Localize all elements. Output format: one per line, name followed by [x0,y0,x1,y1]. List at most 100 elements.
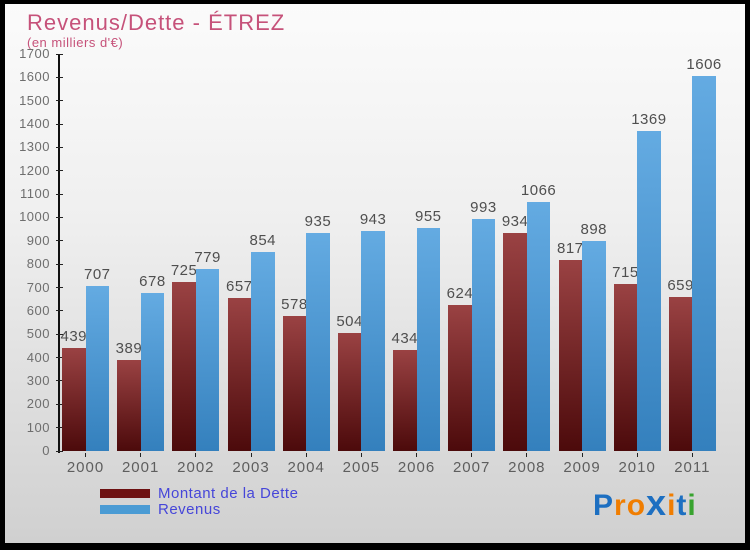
revenus-bar-2000 [85,285,109,451]
y-axis-tick-label: 0 [42,443,50,458]
bar-value-label: 504 [336,313,363,331]
y-axis-tick-label: 900 [26,232,50,248]
bar-value-label: 898 [580,221,608,239]
y-axis-tick [56,123,63,125]
dette-bar-2009 [558,260,582,451]
y-axis-tick-label: 700 [26,279,50,295]
legend-row-revenus: Revenus [100,501,298,517]
revenus-bar-2002 [195,269,220,451]
bar-value-label: 624 [446,285,474,303]
y-axis-tick-label: 600 [26,302,50,318]
bar-value-label: 935 [304,212,332,230]
x-axis-tick [250,453,252,457]
y-axis-tick-label: 1700 [19,46,50,61]
y-axis-tick-label: 400 [26,349,50,365]
bar-value-label: 657 [225,277,253,295]
y-axis-tick-label: 1600 [19,69,50,85]
year-label: 2002 [177,459,215,476]
logo-letter-P: P [593,489,615,522]
year-label: 2010 [618,459,656,476]
legend-label-dette: Montant de la Dette [158,484,299,502]
year-label: 2000 [66,459,105,476]
dette-bar-2005 [337,333,362,451]
dette-bar-2002 [172,281,196,451]
year-label: 2001 [121,459,160,476]
y-axis-tick-label: 500 [26,326,50,342]
x-axis-tick [360,453,362,457]
bar-value-label: 1066 [520,182,557,200]
bar-value-label: 439 [60,328,88,346]
y-axis-tick [56,53,63,55]
year-label: 2008 [508,459,546,476]
y-axis-tick-label: 200 [26,396,50,412]
bar-value-label: 993 [470,199,497,217]
y-axis-tick [56,287,63,289]
legend-label-revenus: Revenus [158,500,221,518]
y-axis-tick-label: 800 [26,256,50,272]
y-axis-tick [56,146,63,148]
chart-canvas: Revenus/Dette - ÉTREZ (en milliers d'€) … [5,4,745,543]
revenus-bar-2006 [416,227,440,451]
year-label: 2004 [287,459,325,476]
y-axis-tick [56,100,63,102]
proxiti-logo: Proxiti [593,482,697,524]
y-axis-tick [56,450,63,452]
y-axis-tick [56,263,63,265]
y-axis-tick [56,240,63,242]
bar-value-label: 659 [667,277,694,295]
x-axis-tick [140,453,142,457]
revenus-bar-2001 [140,292,165,451]
logo-letter-i: i [667,489,677,522]
y-axis-tick-label: 100 [26,419,50,435]
legend-swatch-revenus [100,504,150,514]
bar-value-label: 707 [83,265,111,283]
bar-value-label: 779 [194,249,221,267]
y-axis-tick-label: 1200 [19,162,50,178]
dette-bar-2007 [448,305,472,451]
x-axis-tick [526,453,528,457]
logo-letter-i: i [687,489,697,522]
revenus-bar-2010 [637,131,661,451]
revenus-bar-2011 [692,75,716,451]
year-label: 2009 [563,459,601,476]
bar-value-label: 817 [556,240,584,258]
x-axis-tick [636,453,638,457]
chart-title: Revenus/Dette - ÉTREZ [27,10,286,35]
y-axis-tick-label: 1300 [19,139,50,155]
dette-bar-2003 [227,297,251,451]
bar-value-label: 389 [115,340,143,358]
revenus-bar-2007 [471,219,496,451]
bar-value-label: 955 [414,207,442,225]
y-axis [58,54,60,453]
year-label: 2011 [674,459,711,476]
y-axis-tick [56,380,63,382]
y-axis-tick [56,333,63,335]
dette-bar-2010 [613,284,638,451]
y-axis-tick-label: 300 [26,372,50,388]
year-label: 2007 [452,459,491,476]
y-axis-tick [56,170,63,172]
chart-subtitle: (en milliers d'€) [27,35,124,50]
legend-row-dette: Montant de la Dette [100,485,298,501]
x-axis-tick [471,453,473,457]
revenus-bar-2009 [582,241,606,451]
x-axis-tick [581,453,583,457]
dette-bar-2001 [117,360,141,451]
plot-area: 0 100 200 300 400 500 600 700 800 900 1000 1100 1200… [19,46,722,476]
year-label: 2005 [342,459,381,476]
x-axis-tick [85,453,86,457]
x-axis-tick [691,453,693,457]
x-axis-tick [195,453,197,457]
logo-letter-r: r [614,489,627,522]
y-axis-tick-label: 1400 [19,116,50,132]
y-axis-tick [56,193,63,195]
bar-value-label: 943 [359,210,387,228]
bar-value-label: 715 [612,264,639,282]
logo-letter-t: t [676,489,688,522]
x-axis-tick [305,453,307,457]
year-label: 2006 [397,459,436,476]
revenus-bar-2005 [361,230,385,451]
legend-swatch-dette [100,488,150,498]
bar-value-label: 678 [139,272,166,290]
